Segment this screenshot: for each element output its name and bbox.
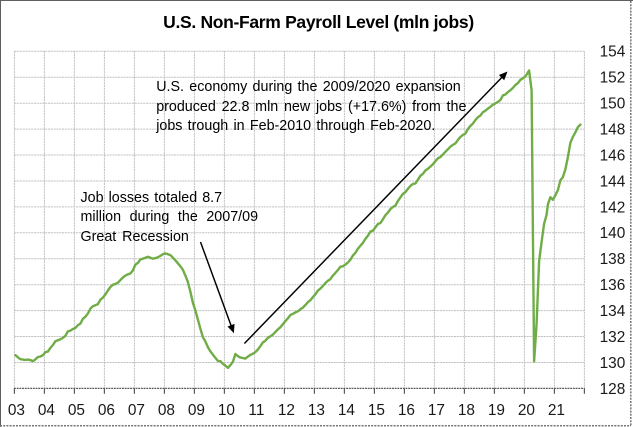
svg-text:128: 128 bbox=[600, 381, 626, 398]
svg-text:148: 148 bbox=[600, 122, 626, 139]
svg-text:154: 154 bbox=[600, 44, 626, 61]
svg-text:16: 16 bbox=[398, 402, 415, 419]
svg-text:17: 17 bbox=[428, 402, 445, 419]
svg-text:18: 18 bbox=[458, 402, 475, 419]
svg-text:09: 09 bbox=[188, 402, 205, 419]
svg-text:05: 05 bbox=[68, 402, 85, 419]
svg-text:15: 15 bbox=[368, 402, 385, 419]
svg-text:130: 130 bbox=[600, 355, 626, 372]
svg-text:11: 11 bbox=[248, 402, 264, 419]
svg-text:03: 03 bbox=[8, 402, 25, 419]
svg-text:21: 21 bbox=[548, 402, 565, 419]
svg-text:134: 134 bbox=[600, 303, 626, 320]
svg-text:146: 146 bbox=[600, 147, 626, 164]
svg-text:06: 06 bbox=[98, 402, 115, 419]
svg-text:20: 20 bbox=[518, 402, 535, 419]
svg-text:04: 04 bbox=[38, 402, 56, 419]
svg-text:19: 19 bbox=[488, 402, 505, 419]
svg-text:132: 132 bbox=[600, 329, 626, 346]
svg-text:136: 136 bbox=[600, 277, 626, 294]
svg-text:152: 152 bbox=[600, 70, 626, 87]
svg-text:150: 150 bbox=[600, 96, 626, 113]
svg-text:12: 12 bbox=[278, 402, 295, 419]
svg-text:144: 144 bbox=[600, 173, 626, 190]
svg-text:10: 10 bbox=[218, 402, 235, 419]
svg-text:140: 140 bbox=[600, 225, 626, 242]
svg-text:07: 07 bbox=[128, 402, 145, 419]
svg-text:13: 13 bbox=[308, 402, 325, 419]
svg-text:142: 142 bbox=[600, 199, 626, 216]
svg-text:08: 08 bbox=[158, 402, 175, 419]
svg-text:14: 14 bbox=[338, 402, 356, 419]
svg-text:138: 138 bbox=[600, 251, 626, 268]
